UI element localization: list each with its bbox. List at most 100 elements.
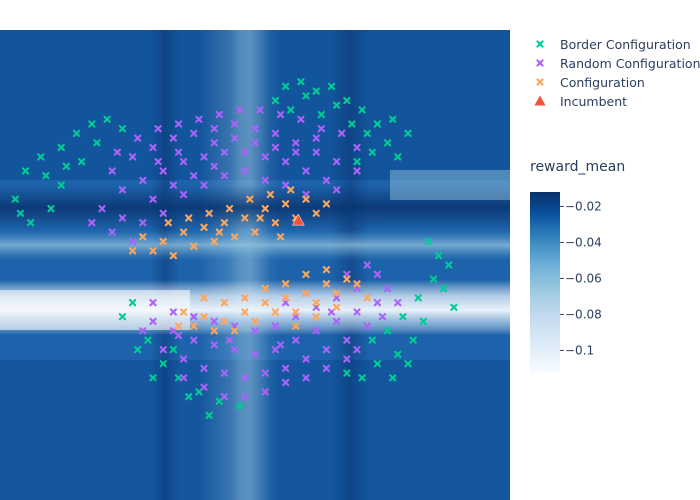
data-point [353, 280, 361, 288]
data-point [42, 172, 50, 180]
data-point [256, 106, 264, 114]
colorbar: reward_mean −0.02 −0.04 −0.06 −0.08 −0.1 [530, 159, 625, 372]
data-point [144, 336, 152, 344]
data-point [276, 233, 285, 241]
colorbar-tick-label: −0.08 [565, 307, 602, 321]
data-point [409, 336, 417, 344]
data-point [312, 209, 320, 217]
legend-item-configuration[interactable]: Configuration [536, 75, 645, 90]
data-point [261, 298, 269, 307]
data-point [88, 219, 96, 227]
data-point [220, 298, 229, 307]
data-point [312, 134, 320, 142]
data-point [103, 115, 111, 123]
data-point [200, 364, 208, 373]
data-point [215, 228, 223, 236]
data-point [302, 289, 310, 297]
data-point [368, 148, 376, 156]
data-point [169, 134, 178, 142]
data-point [169, 181, 178, 189]
data-point [383, 327, 392, 335]
data-point [220, 172, 229, 180]
data-point [287, 186, 295, 194]
data-point [241, 148, 249, 156]
data-point [261, 284, 269, 293]
data-point [149, 247, 157, 255]
data-point [271, 143, 280, 152]
data-point [353, 308, 361, 316]
data-point [322, 364, 331, 373]
data-point [149, 298, 157, 307]
data-point [230, 233, 239, 241]
data-point [292, 336, 300, 344]
data-point [414, 294, 422, 302]
data-point [292, 139, 300, 147]
data-point [332, 317, 341, 326]
data-point [210, 125, 218, 133]
data-point [174, 322, 183, 330]
heatmap-vertical-band-dark [150, 30, 180, 500]
heatmap-right-light-patch [390, 170, 510, 200]
data-point [353, 345, 361, 354]
data-point [261, 204, 269, 213]
data-point [179, 355, 188, 363]
data-point [302, 355, 310, 363]
series-configuration [128, 186, 371, 335]
colorbar-tick-label: −0.06 [565, 271, 602, 285]
data-point [185, 392, 193, 401]
data-point [429, 275, 438, 283]
data-point [159, 360, 167, 368]
legend-item-border-configuration[interactable]: Border Configuration [536, 37, 691, 52]
data-point [11, 195, 19, 203]
data-point [404, 129, 412, 138]
data-point [312, 327, 320, 335]
data-point [128, 298, 137, 307]
data-point [322, 345, 331, 354]
data-point [200, 294, 208, 302]
data-point [322, 200, 331, 208]
heatmap-horizontal-band-bright-left [0, 290, 190, 330]
data-point [159, 237, 167, 246]
data-point [302, 374, 310, 382]
data-point [134, 134, 142, 142]
data-point [394, 153, 402, 161]
legend-marker [533, 94, 547, 107]
data-point [47, 204, 55, 213]
data-point [98, 204, 106, 213]
data-point [358, 374, 366, 382]
colorbar-gradient [530, 192, 560, 372]
data-point [230, 134, 239, 142]
data-point [363, 294, 371, 302]
data-point [292, 148, 300, 156]
data-point [302, 167, 310, 175]
legend-item-incumbent[interactable]: Incumbent [533, 94, 627, 109]
data-point [353, 167, 361, 175]
data-point [332, 101, 341, 109]
data-point [169, 251, 178, 260]
data-point [241, 374, 249, 382]
data-point [399, 313, 407, 321]
data-point [118, 214, 127, 222]
data-point [210, 317, 218, 326]
data-point [190, 336, 198, 344]
data-point [205, 411, 213, 420]
data-point [210, 327, 218, 335]
data-point [236, 402, 244, 410]
legend-item-random-configuration[interactable]: Random Configuration [536, 56, 700, 71]
data-point [312, 148, 320, 156]
data-point [190, 322, 198, 330]
data-point [37, 153, 45, 161]
data-point [317, 125, 325, 133]
data-point [332, 157, 341, 166]
data-point [210, 139, 218, 147]
data-point [251, 327, 259, 335]
data-point [200, 181, 208, 189]
data-point [174, 374, 183, 382]
data-point [195, 115, 203, 123]
data-point [241, 392, 249, 401]
data-point [261, 388, 269, 396]
data-point [383, 284, 392, 293]
data-point [190, 313, 198, 321]
data-point [118, 186, 127, 194]
